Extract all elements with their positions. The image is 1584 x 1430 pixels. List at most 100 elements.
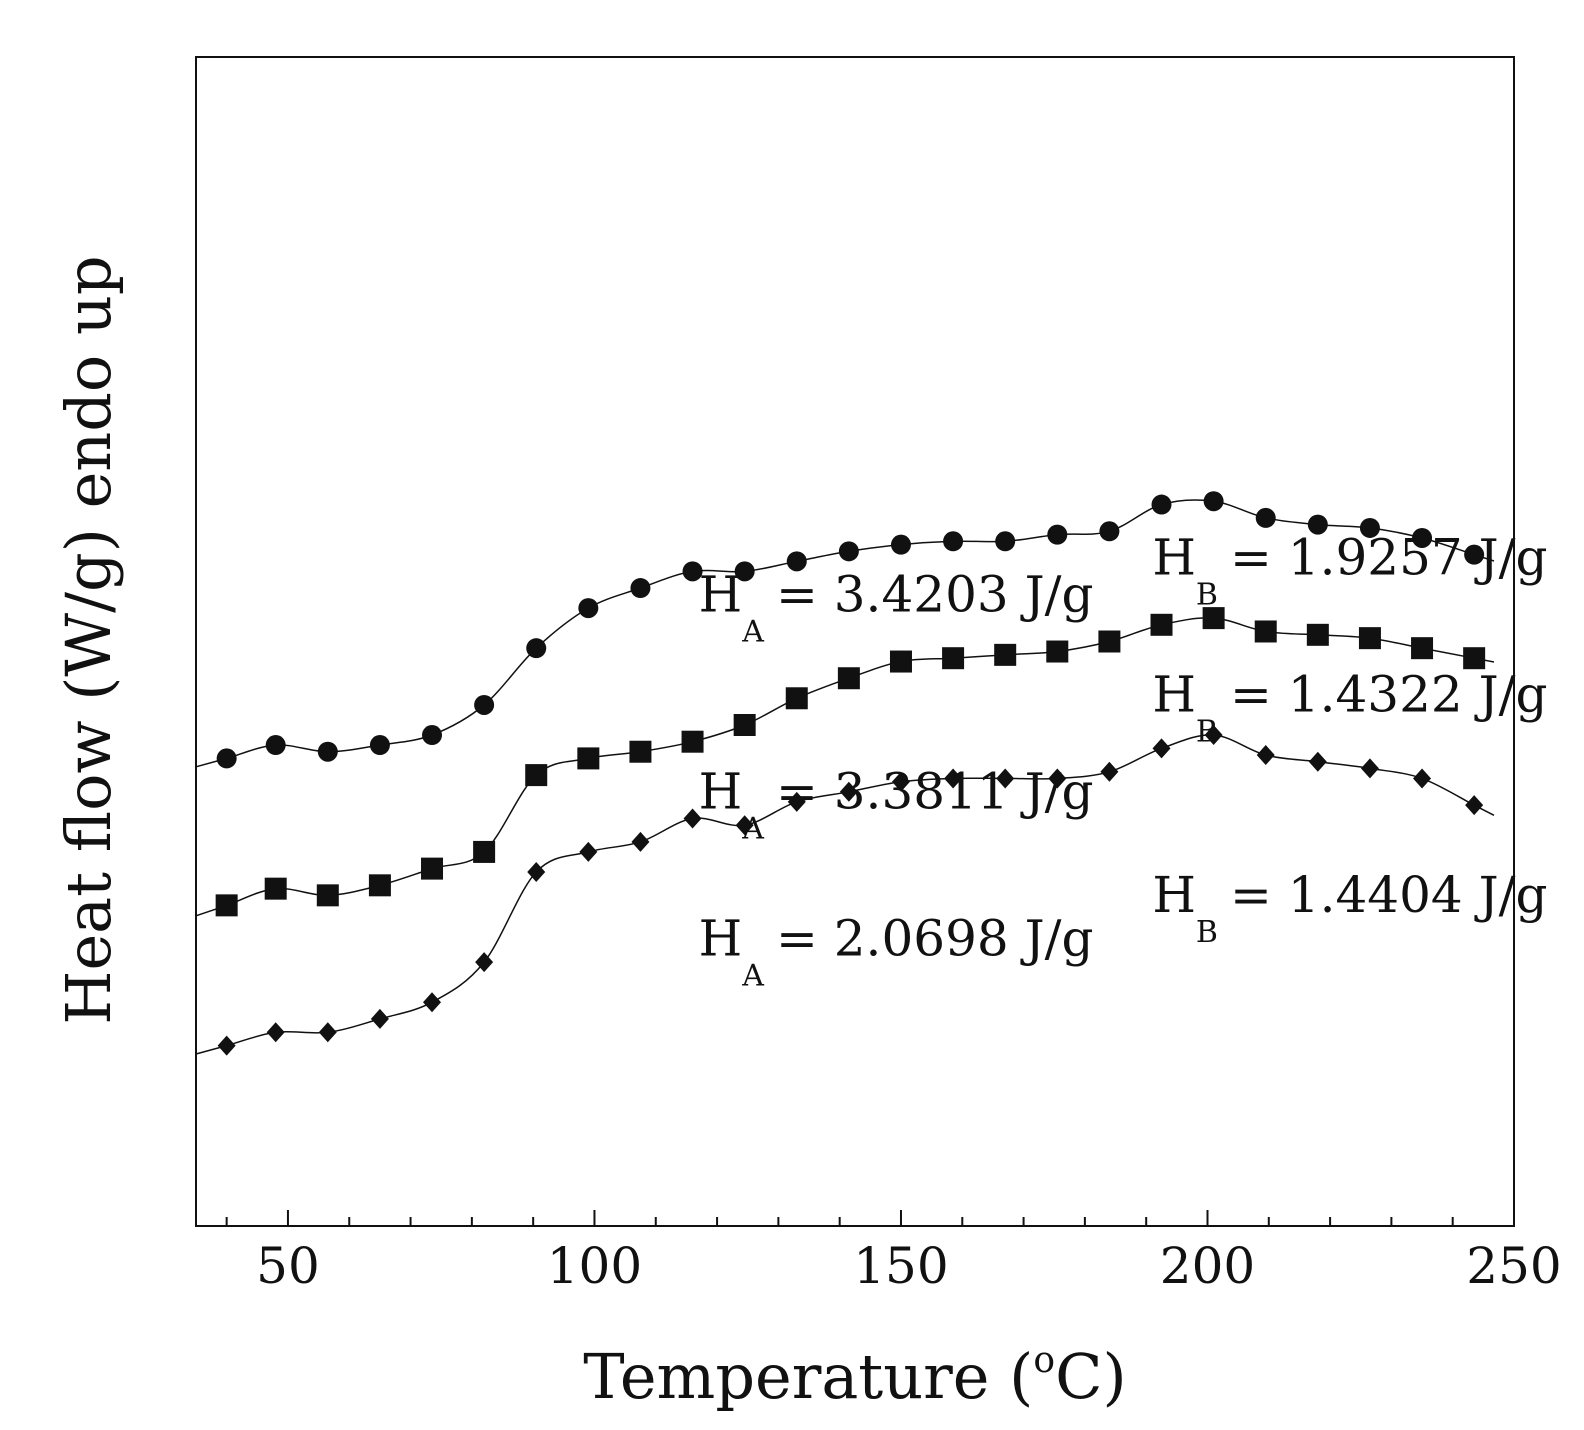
square-marker <box>525 764 548 787</box>
circle-marker <box>1359 517 1380 538</box>
circle-marker <box>1047 524 1068 545</box>
diamond-marker <box>370 1008 389 1029</box>
square-marker <box>681 730 704 753</box>
annotation-value: = 3.3811 J/g <box>776 763 1094 821</box>
circle-marker <box>890 534 911 555</box>
square-marker <box>1463 647 1486 670</box>
circle-marker <box>1464 544 1485 565</box>
circle-marker <box>630 578 651 599</box>
y-axis-label: Heat flow (W/g) endo up <box>52 255 125 1024</box>
x-tick-label: 100 <box>547 1237 642 1295</box>
annotation-symbol: H <box>1152 666 1196 724</box>
annotation-value: = 2.0698 J/g <box>776 909 1094 967</box>
annotation-subscript: A <box>741 812 764 847</box>
annotation-subscript: B <box>1196 915 1218 950</box>
x-axis-tick-labels: 50 100 150 200 250 <box>256 1237 1562 1295</box>
circle-marker <box>1099 521 1120 542</box>
annotations-layer: HA= 3.4203 J/gHB= 1.9257 J/gHA= 3.3811 J… <box>699 529 1548 994</box>
circle-marker <box>838 541 859 562</box>
circle-marker <box>682 561 703 582</box>
annotation-value: = 3.4203 J/g <box>776 565 1094 623</box>
diamond-marker <box>318 1022 337 1043</box>
square-marker <box>1358 627 1381 650</box>
annotation-value: = 1.4404 J/g <box>1230 866 1548 924</box>
x-axis-label-superscript: o <box>1033 1340 1055 1381</box>
diamond-marker <box>423 992 442 1013</box>
diamond-marker <box>1413 768 1432 789</box>
square-marker <box>629 740 652 763</box>
square-marker <box>1202 607 1225 630</box>
circle-marker <box>943 531 964 552</box>
x-tick-label: 50 <box>256 1237 320 1295</box>
square-marker <box>1098 630 1121 653</box>
diamond-marker <box>787 791 806 812</box>
annotation-subscript: A <box>741 614 764 649</box>
square-marker <box>837 667 860 690</box>
annotation-subscript: A <box>741 958 764 993</box>
square-marker <box>942 647 965 670</box>
square-marker <box>1046 640 1069 663</box>
diamond-marker <box>475 952 494 973</box>
circle-marker <box>369 735 390 756</box>
diamond-marker <box>1204 725 1223 746</box>
annotation-symbol: H <box>699 763 743 821</box>
diamond-marker <box>996 768 1015 789</box>
enthalpy-annotation-hb-diamond: HB = 1.4404 J/g <box>1152 866 1547 950</box>
square-marker <box>1254 620 1277 643</box>
square-marker <box>889 650 912 673</box>
x-axis-label-main: Temperature ( <box>583 1340 1033 1413</box>
diamond-marker <box>1308 751 1327 772</box>
square-marker <box>1306 623 1329 646</box>
diamond-marker <box>527 861 546 882</box>
square-marker <box>316 884 339 907</box>
annotation-value: = 1.4322 J/g <box>1230 666 1548 724</box>
circle-marker <box>1307 514 1328 535</box>
annotation-symbol: H <box>699 565 743 623</box>
diamond-marker <box>1100 761 1119 782</box>
annotation-value: = 1.9257 J/g <box>1230 529 1548 587</box>
square-marker <box>1150 613 1173 636</box>
circle-marker <box>1203 491 1224 512</box>
square-marker <box>577 747 600 770</box>
diamond-marker <box>683 808 702 829</box>
square-marker <box>264 877 287 900</box>
enthalpy-annotation-ha-square: HA = 3.3811 J/g <box>699 763 1094 847</box>
x-axis-label-end: C) <box>1055 1340 1127 1413</box>
circle-marker <box>526 638 547 659</box>
square-marker <box>421 857 444 880</box>
x-tick-label: 150 <box>853 1237 948 1295</box>
enthalpy-annotation-hb-square: HB = 1.4322 J/g <box>1152 666 1547 750</box>
circle-marker <box>474 694 495 715</box>
square-marker <box>215 894 238 917</box>
x-tick-label: 200 <box>1160 1237 1255 1295</box>
annotation-symbol: H <box>699 909 743 967</box>
circle-marker <box>317 741 338 762</box>
diamond-marker <box>1152 738 1171 759</box>
diamond-marker <box>1048 768 1067 789</box>
diamond-marker <box>1465 795 1484 816</box>
square-marker <box>994 643 1017 666</box>
diamond-marker <box>217 1035 236 1056</box>
circle-marker <box>1412 527 1433 548</box>
annotation-subscript: B <box>1196 715 1218 750</box>
diamond-marker <box>839 781 858 802</box>
x-tick-label: 250 <box>1466 1237 1561 1295</box>
diamond-marker <box>944 768 963 789</box>
circle-marker <box>786 551 807 572</box>
diamond-marker <box>1256 745 1275 766</box>
enthalpy-annotation-hb-circle: HB = 1.9257 J/g <box>1152 529 1547 613</box>
circle-marker <box>995 531 1016 552</box>
diamond-marker <box>631 831 650 852</box>
enthalpy-annotation-ha-diamond: HA = 2.0698 J/g <box>699 909 1094 993</box>
x-axis-ticks <box>225 1210 1515 1226</box>
annotation-symbol: H <box>1152 866 1196 924</box>
diamond-marker <box>891 771 910 792</box>
diamond-series <box>195 725 1495 1056</box>
circle-marker <box>265 735 286 756</box>
square-marker <box>368 874 391 897</box>
annotation-subscript: B <box>1196 578 1218 613</box>
enthalpy-annotation-ha-circle: HA = 3.4203 J/g <box>699 565 1094 649</box>
series-layer <box>195 491 1495 1056</box>
